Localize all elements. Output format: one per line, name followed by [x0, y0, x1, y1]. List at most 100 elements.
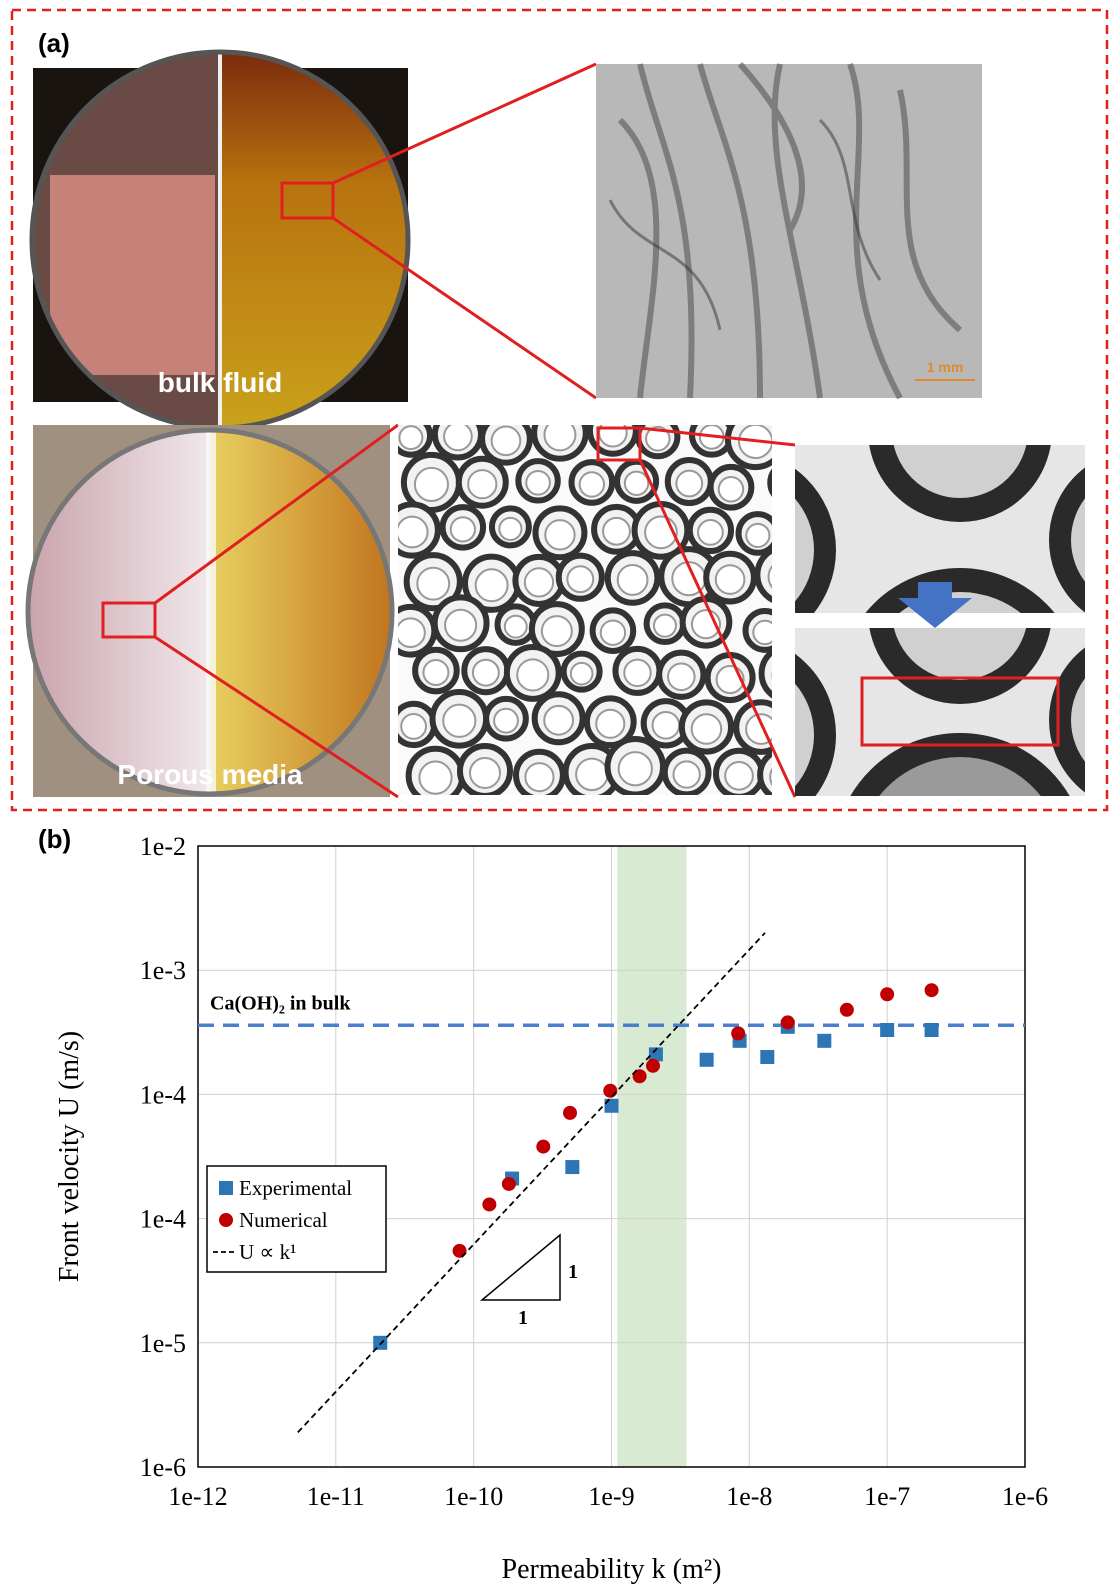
bead-core: [575, 757, 609, 792]
point: [924, 983, 939, 998]
bead-core: [598, 425, 628, 448]
point: [780, 1015, 795, 1030]
bead-core: [672, 760, 701, 789]
zoom-line: [332, 216, 597, 400]
bead-core: [442, 703, 477, 738]
zoom-line: [154, 635, 399, 799]
bead-core: [516, 658, 550, 692]
bead-core: [398, 515, 429, 549]
bead-core: [416, 566, 451, 601]
bead-core: [543, 704, 575, 736]
point: [648, 1047, 663, 1062]
y-tick-label: 1e-4: [140, 1080, 186, 1109]
y-tick-label: 1e-4: [140, 1205, 186, 1234]
point: [603, 1083, 618, 1098]
bead-core: [767, 565, 772, 589]
point: [373, 1335, 388, 1350]
fit-line: [297, 932, 766, 1433]
bead-core: [652, 613, 677, 638]
point: [699, 1052, 714, 1067]
bead-core: [525, 469, 551, 496]
x-axis-title: Permeability k (m²): [502, 1554, 722, 1585]
point: [501, 1176, 516, 1191]
point: [604, 1098, 619, 1113]
zoom-line: [332, 62, 597, 185]
bead-core: [667, 662, 696, 692]
bead-core: [645, 425, 671, 452]
point: [817, 1033, 832, 1048]
bead: [758, 648, 772, 699]
bead-core: [752, 619, 772, 646]
caption: bulk fluid: [158, 367, 282, 398]
point: [880, 1023, 895, 1038]
point: [482, 1197, 497, 1212]
legend-label: U ∝ k¹: [239, 1240, 296, 1264]
point: [645, 1058, 660, 1073]
photo-micro: 1 mm: [596, 62, 982, 400]
bead-core: [474, 568, 509, 603]
point: [880, 987, 895, 1002]
slope-triangle: [479, 1233, 561, 1301]
bead-core: [443, 425, 473, 452]
x-tick-label: 1e-12: [168, 1482, 227, 1511]
y-tick-label: 1e-5: [140, 1329, 186, 1358]
slope-label: 1: [518, 1307, 528, 1329]
bead-core: [697, 519, 724, 546]
x-tick-label: 1e-6: [1002, 1482, 1048, 1511]
reference-label: Ca(OH)₂ in bulk: [210, 992, 351, 1014]
caption: Porous media: [117, 759, 303, 790]
bead-core: [566, 565, 595, 594]
legend-label: Experimental: [239, 1176, 352, 1200]
bead-core: [651, 710, 681, 740]
slope-label: 1: [568, 1261, 578, 1283]
bead: [754, 547, 772, 603]
bead-core: [444, 608, 478, 642]
photo-beads: [398, 425, 772, 795]
bead-core: [745, 713, 772, 745]
bead-core: [398, 425, 424, 451]
bead-core: [544, 519, 576, 551]
bead-core: [422, 659, 450, 686]
point: [452, 1243, 467, 1258]
photo-pore: [795, 445, 1085, 796]
zoom-box: [596, 426, 642, 462]
chart: 1e-12 1e-11 1e-10 1e-9 1e-8 1e-7 1e-6 1e-6 1e-5 1…: [54, 832, 1048, 1585]
bead-core: [675, 469, 704, 498]
bead-core: [418, 760, 453, 795]
bead-core: [540, 615, 573, 648]
x-tick-label: 1e-10: [444, 1482, 503, 1511]
bead-core: [569, 661, 594, 686]
point: [924, 1023, 939, 1038]
bead-core: [602, 516, 631, 546]
photo-bulk: bulk fluid: [29, 49, 411, 431]
panel-border: [10, 8, 1109, 812]
bead-core: [616, 564, 649, 596]
zoom-line: [639, 426, 796, 447]
zoom-line: [638, 459, 797, 798]
legend-marker: [219, 1181, 233, 1195]
bead-core: [724, 761, 754, 791]
legend-marker: [219, 1213, 233, 1227]
bead-core: [617, 751, 653, 787]
bead-core: [717, 476, 745, 503]
y-tick-label: 1e-2: [140, 832, 186, 861]
y-tick-label: 1e-3: [140, 956, 186, 985]
bead-core: [468, 756, 502, 789]
legend-label: Numerical: [239, 1208, 328, 1232]
bead-core: [523, 567, 555, 598]
point: [632, 1069, 647, 1084]
bead-core: [595, 708, 626, 739]
panel-label: (a): [38, 28, 70, 58]
bead-core: [578, 471, 606, 498]
x-tick-label: 1e-9: [588, 1482, 634, 1511]
bead-core: [745, 522, 771, 549]
y-axis-title: Front velocity U (m/s): [54, 1031, 85, 1282]
x-tick-label: 1e-8: [726, 1482, 772, 1511]
legend-box: [206, 1165, 387, 1273]
bead-core: [493, 707, 519, 734]
bead-core: [599, 619, 627, 646]
point: [731, 1026, 746, 1041]
zoom-box: [280, 181, 335, 220]
point: [760, 1050, 775, 1065]
highlight-band: [617, 846, 687, 1467]
